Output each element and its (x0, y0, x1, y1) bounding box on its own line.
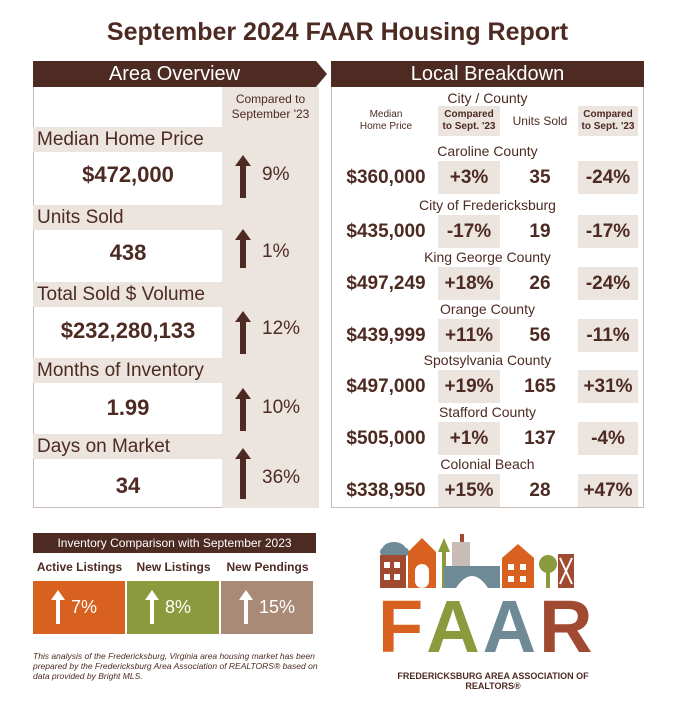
county-name: Caroline County (437, 143, 538, 159)
county-name: City of Fredericksburg (419, 197, 556, 213)
county-units-change: -11% (578, 319, 638, 352)
metric-value-sold-volume: $232,280,133 (60, 318, 196, 343)
column-header-line: Compared (444, 109, 494, 120)
metric-value-months-inventory: 1.99 (106, 395, 150, 420)
inventory-box-new-listings: 8% (127, 581, 219, 634)
county-median-price: $439,999 (346, 325, 426, 346)
column-header-line: Home Price (359, 121, 413, 132)
local-breakdown-panel (331, 87, 644, 508)
county-units-change: -24% (578, 161, 638, 194)
metric-label-sold-volume: Total Sold $ Volume (33, 282, 223, 307)
county-median-price: $435,000 (346, 221, 426, 242)
column-header-line: to Sept. '23 (581, 121, 635, 132)
footnote: This analysis of the Fredericksburg, Vir… (33, 651, 318, 681)
city-county-heading: City / County (447, 90, 528, 106)
county-units-sold: 26 (529, 273, 551, 294)
county-price-change: -17% (438, 215, 500, 248)
inventory-box-active: 7% (33, 581, 125, 634)
county-median-price: $338,950 (346, 480, 426, 501)
county-units-change: -24% (578, 267, 638, 300)
metric-value-median-price: $472,000 (82, 162, 174, 187)
up-arrow-icon (235, 155, 251, 198)
faar-logo-houses-icon (380, 534, 574, 588)
inventory-change-new-pendings: 15% (259, 597, 296, 617)
column-header-units-sold: Units Sold (512, 114, 568, 128)
county-name: Colonial Beach (440, 456, 535, 472)
inventory-box-new-pendings: 15% (221, 581, 313, 634)
up-arrow-icon (235, 448, 251, 499)
local-breakdown-header: Local Breakdown (331, 61, 644, 87)
column-header-line: to Sept. '23 (442, 121, 496, 132)
page-title: September 2024 FAAR Housing Report (106, 18, 569, 46)
header-arrow-decoration (316, 61, 327, 87)
area-overview-header: Area Overview (33, 61, 316, 87)
county-price-change: +1% (438, 422, 500, 455)
county-name: Orange County (440, 301, 535, 317)
county-units-sold: 56 (529, 325, 551, 346)
county-units-change: -17% (578, 215, 638, 248)
column-header-units-compared: Compared to Sept. '23 (578, 106, 638, 136)
column-header-price-compared: Compared to Sept. '23 (438, 106, 500, 136)
metric-change-months-inventory: 10% (262, 397, 301, 418)
county-name: King George County (424, 249, 551, 265)
county-units-sold: 137 (524, 428, 556, 449)
metric-label-median-price: Median Home Price (33, 127, 223, 152)
county-median-price: $360,000 (346, 167, 426, 188)
inventory-label-new-listings: New Listings (136, 560, 211, 574)
metric-label-days-market: Days on Market (33, 434, 223, 459)
compared-heading-line-1: Compared to (235, 92, 306, 106)
inventory-change-active: 7% (71, 597, 98, 617)
metric-label-months-inventory: Months of Inventory (33, 358, 223, 383)
metric-value-units-sold: 438 (109, 240, 147, 265)
logo-letter: F (378, 585, 427, 668)
compared-heading: Compared to September '23 (222, 92, 319, 122)
up-arrow-icon (235, 311, 251, 354)
logo-letter: A (426, 585, 483, 668)
inventory-label-active: Active Listings (36, 560, 123, 574)
metric-value-days-market: 34 (115, 473, 141, 498)
logo-letter: A (482, 585, 540, 668)
county-name: Stafford County (438, 404, 537, 420)
county-median-price: $497,249 (346, 273, 426, 294)
up-arrow-icon (145, 590, 159, 624)
logo-letter: R (539, 585, 596, 668)
logo-subtitle: FREDERICKSBURG AREA ASSOCIATION OF REALT… (397, 671, 589, 691)
county-price-change: +3% (438, 161, 500, 194)
up-arrow-icon (239, 590, 253, 624)
county-units-change: +31% (578, 370, 638, 403)
metric-change-sold-volume: 12% (262, 318, 301, 339)
county-price-change: +15% (438, 474, 500, 507)
compared-heading-line-2: September '23 (231, 107, 310, 121)
county-price-change: +18% (438, 267, 500, 300)
county-units-sold: 35 (529, 167, 551, 188)
faar-logo-wordmark: FAAR (378, 590, 608, 664)
column-header-median-price: Median Home Price (338, 106, 434, 136)
county-units-change: +47% (578, 474, 638, 507)
county-name: Spotsylvania County (423, 352, 552, 368)
metric-change-units-sold: 1% (262, 241, 290, 262)
metric-change-days-market: 36% (262, 467, 301, 488)
county-price-change: +11% (438, 319, 500, 352)
up-arrow-icon (235, 388, 251, 431)
county-median-price: $505,000 (346, 428, 426, 449)
column-header-line: Compared (583, 109, 633, 120)
up-arrow-icon (235, 229, 251, 268)
county-units-change: -4% (578, 422, 638, 455)
inventory-header: Inventory Comparison with September 2023 (33, 533, 316, 553)
county-units-sold: 28 (529, 480, 551, 501)
metric-change-median-price: 9% (262, 164, 290, 185)
county-units-sold: 165 (524, 376, 556, 397)
county-median-price: $497,000 (346, 376, 426, 397)
county-price-change: +19% (438, 370, 500, 403)
county-units-sold: 19 (529, 221, 551, 242)
up-arrow-icon (51, 590, 65, 624)
column-header-line: Median (369, 109, 403, 120)
inventory-change-new-listings: 8% (165, 597, 192, 617)
metric-label-units-sold: Units Sold (33, 205, 223, 230)
inventory-label-new-pendings: New Pendings (226, 560, 309, 574)
compared-column (222, 87, 319, 508)
